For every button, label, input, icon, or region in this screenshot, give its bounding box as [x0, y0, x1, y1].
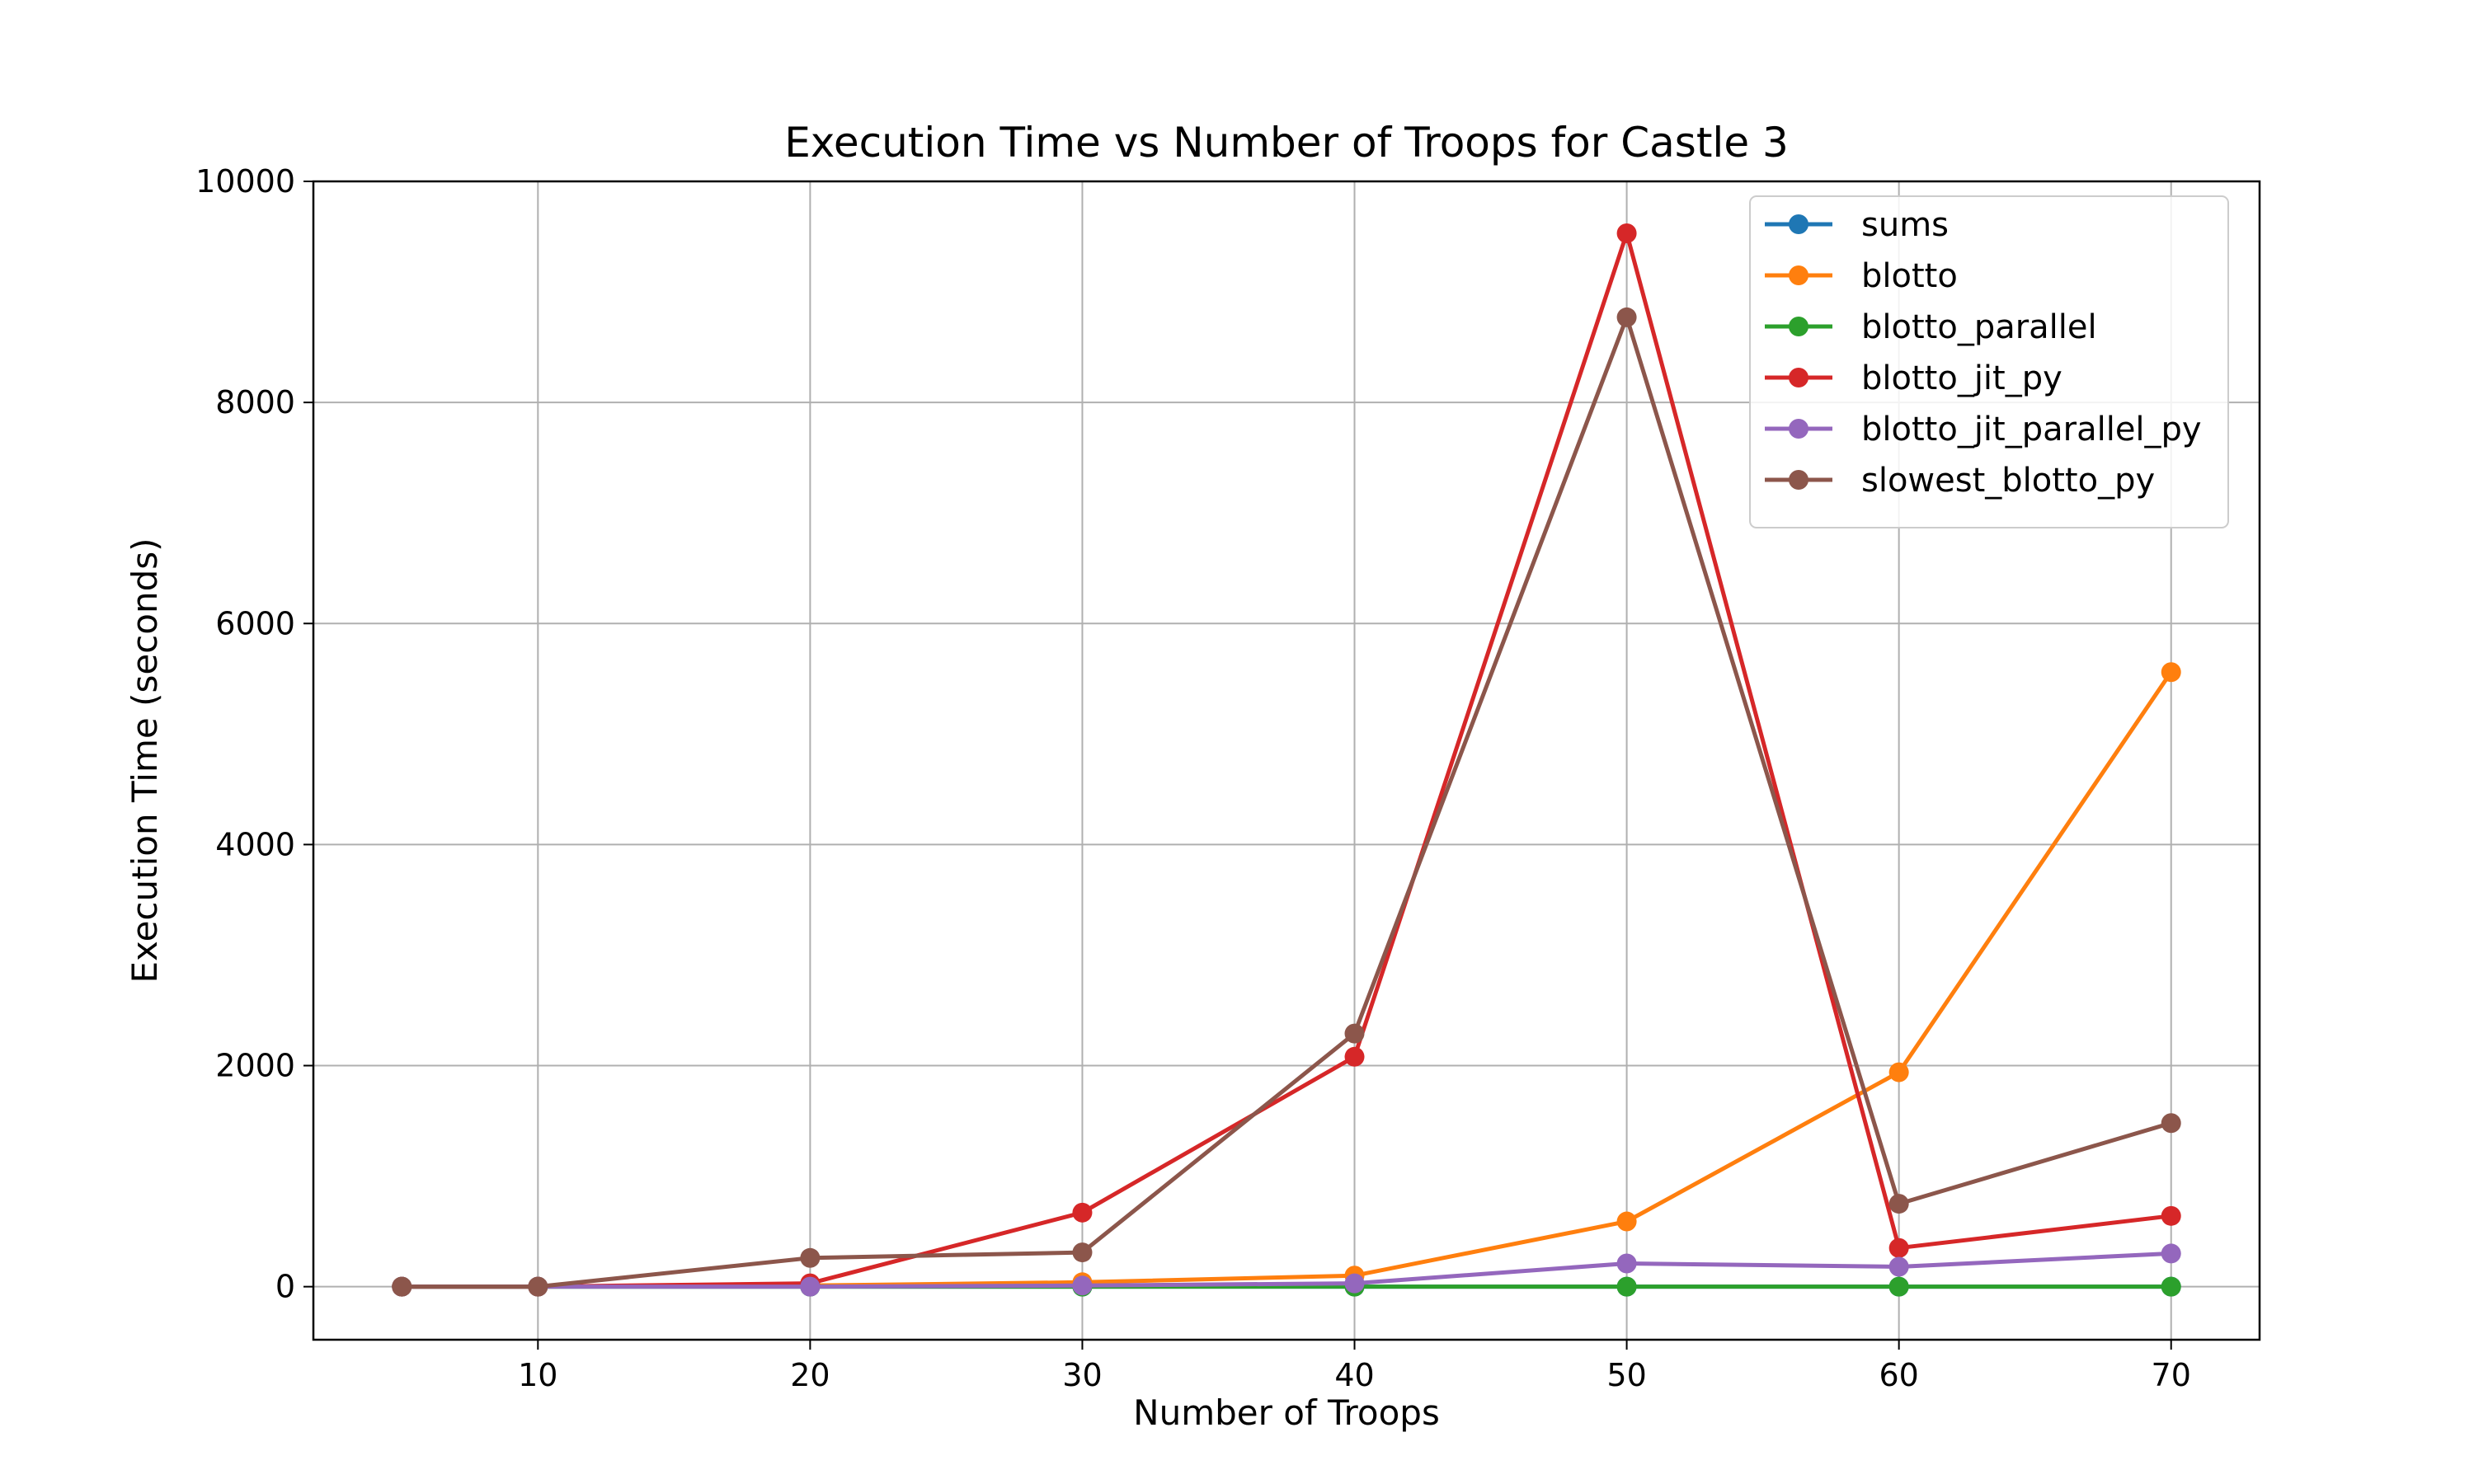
data-point-blotto_jit_parallel_py	[1888, 1256, 1909, 1277]
legend-entry: slowest_blotto_py	[1765, 462, 2155, 500]
legend-marker-blotto	[1789, 265, 1808, 285]
y-tick-label: 8000	[215, 384, 295, 420]
data-point-slowest_blotto_py	[2161, 1113, 2181, 1134]
data-point-blotto_parallel	[2161, 1276, 2181, 1297]
legend-entry: sums	[1765, 206, 1949, 244]
legend-marker-sums	[1789, 214, 1808, 234]
axis-ticks: 10 20 30 40 50 60 70 0 2000 4000 6000 8000 10000	[195, 163, 2191, 1393]
data-point-blotto_jit_parallel_py	[1072, 1275, 1093, 1296]
x-tick-label: 50	[1606, 1357, 1646, 1393]
y-tick-label: 0	[275, 1269, 295, 1305]
data-point-slowest_blotto_py	[1616, 307, 1637, 327]
legend-entry: blotto_jit_parallel_py	[1765, 411, 2202, 448]
legend-label: blotto	[1861, 257, 1958, 295]
x-tick-label: 40	[1334, 1357, 1374, 1393]
legend-label: blotto_parallel	[1861, 308, 2097, 346]
legend-box	[1749, 195, 2229, 528]
data-point-slowest_blotto_py	[800, 1247, 821, 1268]
x-tick-label: 30	[1062, 1357, 1102, 1393]
data-point-slowest_blotto_py	[392, 1276, 412, 1297]
data-point-blotto_jit_py	[1072, 1202, 1093, 1223]
legend-entry: blotto_jit_py	[1765, 359, 2062, 397]
series-line-blotto_jit_parallel_py	[399, 1251, 2174, 1289]
chart-title: Execution Time vs Number of Troops for C…	[784, 119, 1789, 167]
y-tick-label: 6000	[215, 605, 295, 641]
y-axis-label: Execution Time (seconds)	[125, 538, 165, 983]
data-point-blotto_jit_parallel_py	[2161, 1243, 2181, 1264]
y-tick-label: 2000	[215, 1048, 295, 1084]
x-tick-label: 10	[518, 1357, 557, 1393]
data-point-blotto_parallel	[1888, 1276, 1909, 1297]
data-point-blotto	[1616, 1211, 1637, 1232]
data-point-blotto_jit_parallel_py	[1344, 1273, 1365, 1294]
data-point-blotto	[2161, 662, 2181, 683]
data-point-blotto	[1888, 1062, 1909, 1082]
data-point-blotto_jit_parallel_py	[800, 1276, 821, 1297]
y-tick-label: 10000	[195, 163, 295, 200]
legend-marker-blotto_jit_py	[1789, 368, 1808, 387]
x-tick-label: 70	[2152, 1357, 2191, 1393]
series-line-slowest_blotto_py	[399, 315, 2174, 1289]
series-slowest_blotto_py	[392, 307, 2181, 1297]
legend-entry: blotto_parallel	[1765, 308, 2097, 346]
legend-label: slowest_blotto_py	[1861, 462, 2155, 500]
x-tick-label: 20	[790, 1357, 830, 1393]
legend: sums blotto blotto_parallel blotto_jit_pybl…	[1749, 195, 2229, 528]
legend-entry: blotto	[1765, 257, 1958, 295]
legend-marker-blotto_jit_parallel_py	[1789, 419, 1808, 439]
legend-label: blotto_jit_py	[1861, 359, 2062, 397]
data-point-slowest_blotto_py	[528, 1276, 548, 1297]
y-tick-label: 4000	[215, 826, 295, 862]
data-point-slowest_blotto_py	[1072, 1242, 1093, 1263]
data-point-blotto_jit_py	[1616, 223, 1637, 244]
x-tick-label: 60	[1879, 1357, 1918, 1393]
plot-frame	[312, 180, 2261, 1341]
data-point-slowest_blotto_py	[1888, 1194, 1909, 1214]
data-point-blotto_jit_py	[1888, 1237, 1909, 1258]
data-series	[392, 223, 2181, 1297]
data-point-blotto_jit_py	[1344, 1046, 1365, 1067]
x-axis-label: Number of Troops	[1133, 1392, 1440, 1433]
data-point-blotto_jit_parallel_py	[1616, 1253, 1637, 1274]
data-point-slowest_blotto_py	[1344, 1023, 1365, 1044]
legend-label: blotto_jit_parallel_py	[1861, 411, 2202, 448]
legend-label: sums	[1861, 206, 1949, 244]
legend-marker-slowest_blotto_py	[1789, 470, 1808, 490]
data-point-blotto_parallel	[1616, 1276, 1637, 1297]
data-point-blotto_jit_py	[2161, 1205, 2181, 1226]
legend-marker-blotto_parallel	[1789, 317, 1808, 336]
